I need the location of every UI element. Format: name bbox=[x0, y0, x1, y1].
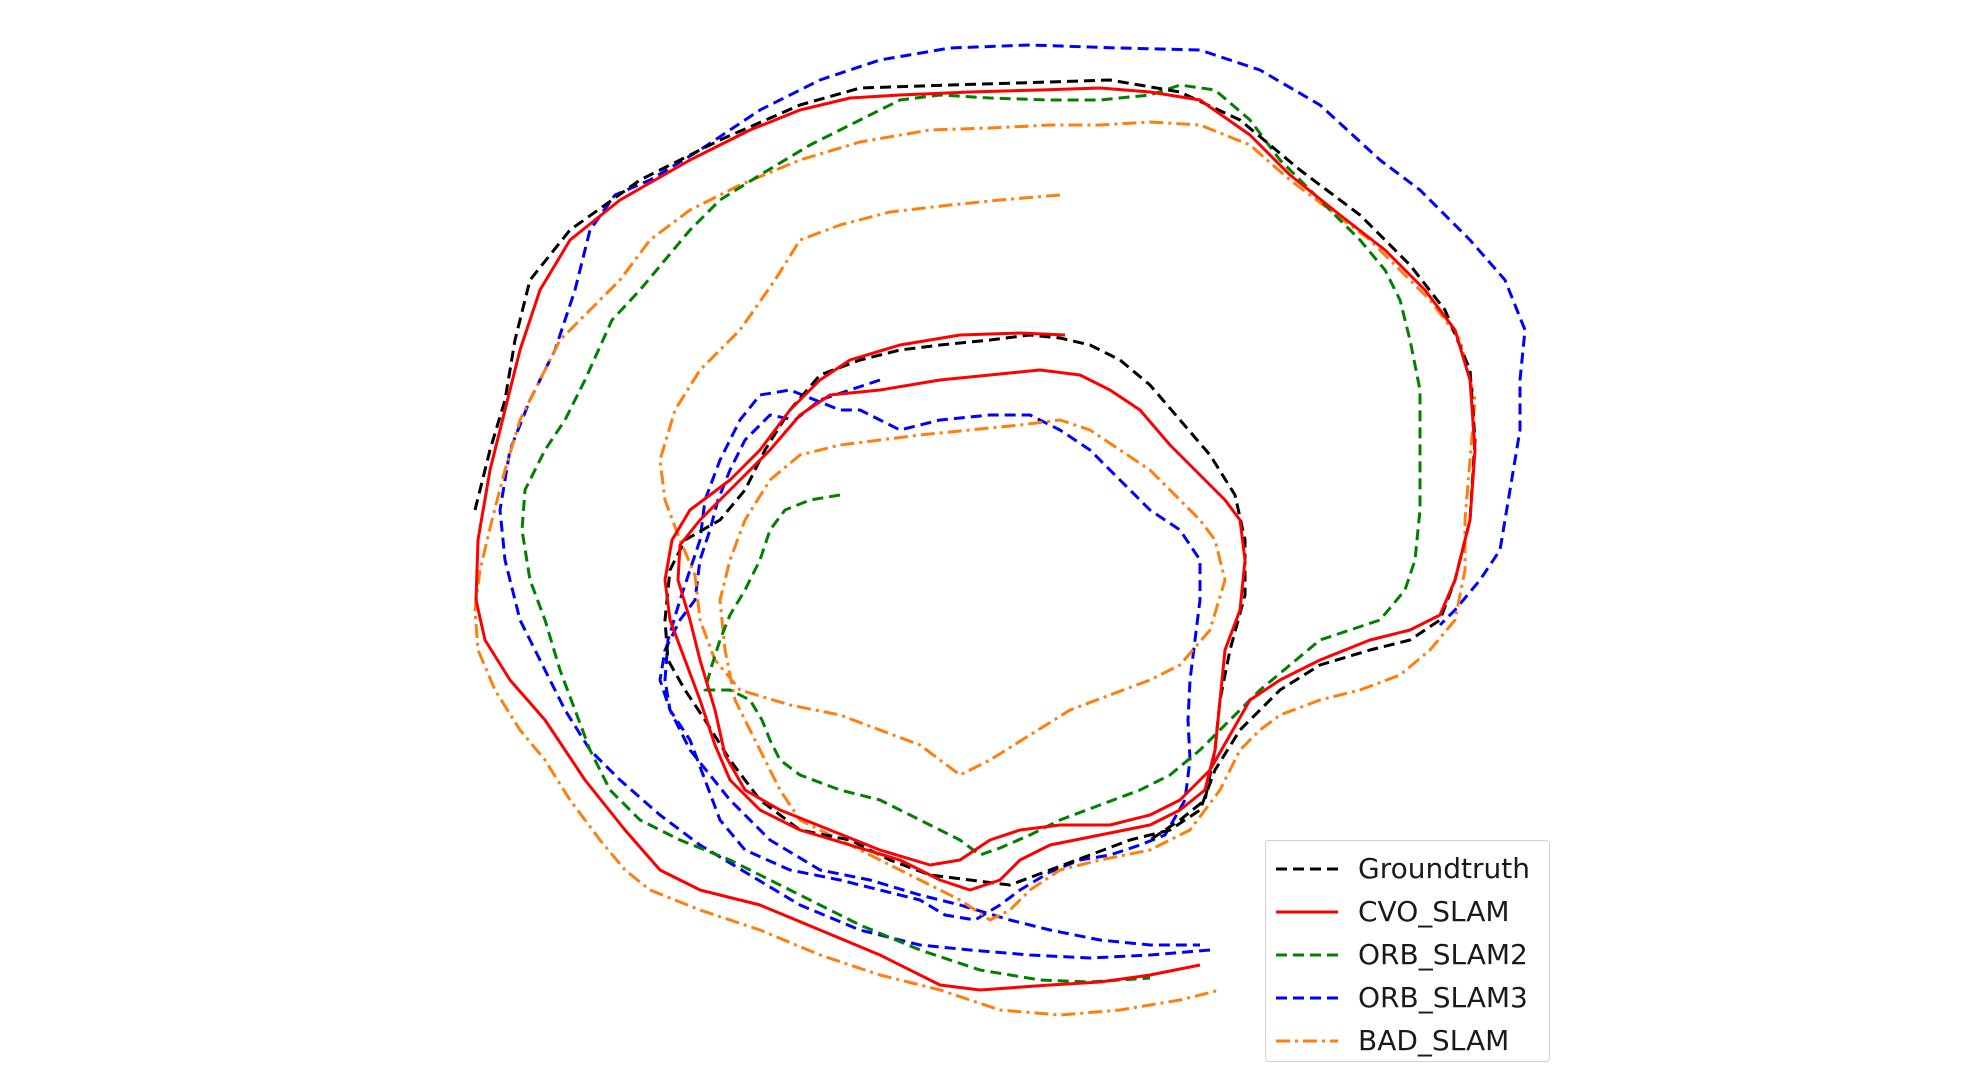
trajectory-groundtruth bbox=[473, 78, 1477, 887]
legend-label-bad-slam: BAD_SLAM bbox=[1358, 1024, 1510, 1057]
legend: Groundtruth CVO_SLAM ORB_SLAM2 ORB_SLAM3… bbox=[1265, 840, 1550, 1062]
legend-swatch-bad-slam bbox=[1276, 1039, 1338, 1043]
legend-swatch-orb-slam2 bbox=[1276, 953, 1338, 957]
legend-label-orb-slam3: ORB_SLAM3 bbox=[1358, 981, 1528, 1014]
legend-item-orb-slam2: ORB_SLAM2 bbox=[1266, 935, 1549, 975]
trajectory-cvo-slam bbox=[474, 86, 1477, 992]
legend-item-groundtruth: Groundtruth bbox=[1266, 849, 1549, 889]
legend-label-cvo-slam: CVO_SLAM bbox=[1358, 895, 1510, 928]
trajectory-orb-slam3-outer bbox=[498, 43, 1527, 960]
legend-swatch-orb-slam3 bbox=[1276, 996, 1338, 1000]
legend-label-groundtruth: Groundtruth bbox=[1358, 852, 1530, 885]
legend-label-orb-slam2: ORB_SLAM2 bbox=[1358, 938, 1528, 971]
legend-swatch-cvo-slam bbox=[1276, 910, 1338, 914]
trajectory-bad-slam bbox=[473, 120, 1477, 1017]
legend-item-orb-slam3: ORB_SLAM3 bbox=[1266, 978, 1549, 1018]
trajectory-orb-slam3 bbox=[658, 378, 1202, 947]
trajectory-orb-slam2 bbox=[520, 83, 1422, 984]
legend-item-cvo-slam: CVO_SLAM bbox=[1266, 892, 1549, 932]
legend-swatch-groundtruth bbox=[1276, 867, 1338, 871]
legend-item-bad-slam: BAD_SLAM bbox=[1266, 1021, 1549, 1061]
